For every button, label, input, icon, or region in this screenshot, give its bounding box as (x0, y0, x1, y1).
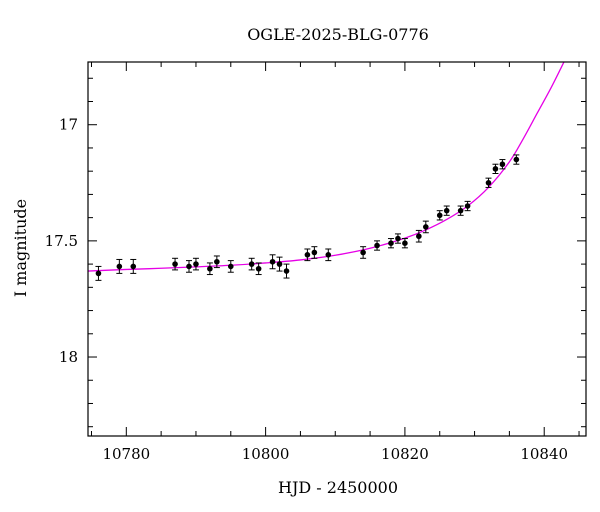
x-tick-label: 10840 (520, 445, 568, 463)
x-axis-label: HJD - 2450000 (278, 478, 398, 497)
data-point (457, 207, 464, 214)
data-point (186, 263, 192, 270)
data-point (325, 252, 332, 258)
y-tick-label: 17.5 (45, 232, 78, 250)
x-tick-label: 10800 (242, 445, 290, 463)
data-point (227, 263, 234, 270)
data-point (443, 207, 450, 214)
data-point (464, 203, 471, 209)
data-points (95, 154, 520, 281)
x-tick-label: 10780 (102, 445, 150, 463)
data-point (95, 270, 102, 277)
data-point (172, 261, 178, 267)
data-point (416, 233, 422, 240)
model-curve (88, 62, 565, 272)
data-point (283, 268, 290, 274)
data-point (374, 242, 380, 249)
data-point (436, 212, 443, 219)
data-point (311, 249, 318, 256)
data-point (388, 240, 394, 246)
axis-ticks: 10780 10800 10820 10840 17 17.5 18 (45, 62, 586, 463)
data-point (276, 261, 283, 267)
y-tick-label: 17 (59, 116, 78, 134)
y-tick-label: 18 (59, 348, 78, 366)
plot-frame (87, 61, 587, 437)
y-axis-label: I magnitude (11, 199, 30, 297)
data-point (513, 156, 520, 163)
data-point (214, 258, 220, 265)
data-point (207, 265, 213, 272)
data-point (402, 240, 408, 246)
data-point (499, 161, 506, 168)
chart-title: OGLE-2025-BLG-0776 (247, 25, 429, 44)
data-point (193, 261, 199, 267)
data-point (304, 252, 311, 258)
data-point (130, 263, 137, 270)
x-tick-label: 10820 (381, 445, 429, 463)
data-point (360, 249, 366, 256)
data-point (395, 235, 401, 242)
model-curve-group (88, 62, 565, 272)
data-point (116, 263, 123, 270)
data-point (485, 179, 492, 186)
data-point (492, 166, 499, 172)
data-point (248, 261, 255, 267)
data-point (423, 224, 429, 230)
data-point (255, 265, 262, 272)
data-point (269, 258, 276, 265)
